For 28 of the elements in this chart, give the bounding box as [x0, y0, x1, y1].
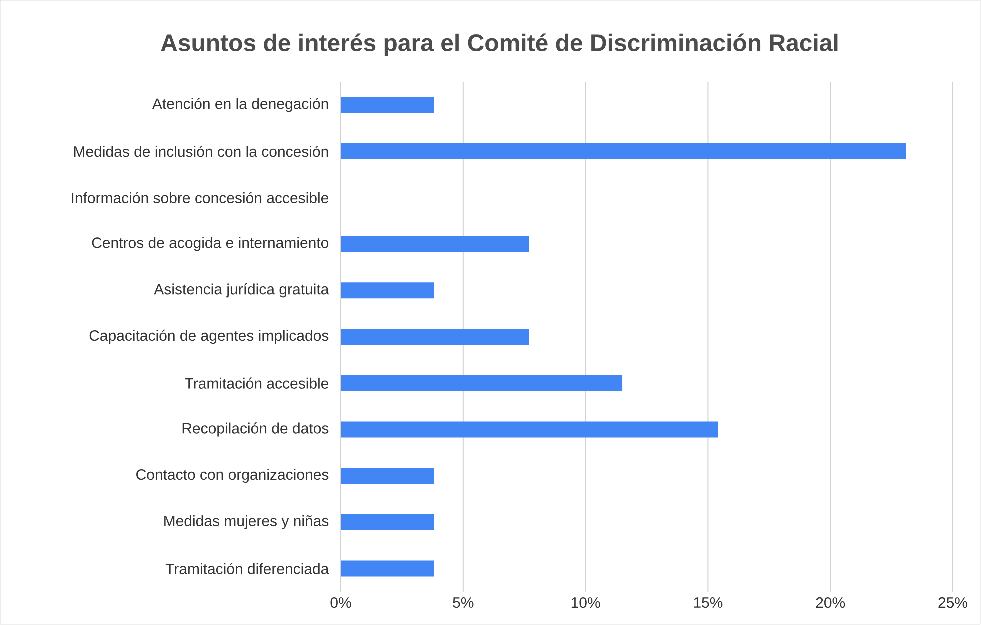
- y-tick-label: Tramitación diferenciada: [166, 563, 330, 574]
- x-tick-label: 10%: [572, 598, 600, 608]
- y-tick-label: Medidas mujeres y niñas: [164, 515, 329, 530]
- y-tick-label: Recopilación de datos: [182, 422, 329, 437]
- y-tick-label: Medidas de inclusión con la concesión: [74, 146, 328, 158]
- y-tick-label: Asistencia jurídica gratuita: [154, 284, 330, 298]
- x-tick-label: 25%: [938, 598, 968, 608]
- bar: [341, 144, 906, 160]
- x-tick-label: 5%: [453, 598, 474, 608]
- x-tick-label: 15%: [694, 598, 723, 608]
- y-tick-label: Información sobre concesión accesible: [72, 192, 329, 204]
- bar: [341, 375, 623, 392]
- bar: [341, 560, 434, 577]
- bar: [341, 97, 434, 114]
- bar: [341, 422, 718, 438]
- x-tick-label: 20%: [816, 598, 846, 608]
- x-tick-label: 0%: [330, 598, 352, 608]
- bar: [341, 282, 434, 299]
- bar: [341, 468, 434, 484]
- bar: [341, 514, 434, 530]
- bar: [341, 236, 530, 252]
- y-tick-label: Atención en la denegación: [152, 98, 328, 112]
- y-tick-label: Contacto con organizaciones: [136, 469, 329, 484]
- y-tick-label: Centros de acogida e internamiento: [92, 237, 329, 252]
- chart-title: Asuntos de interés para el Comité de Discriminación Racial: [161, 34, 838, 56]
- bar: [341, 328, 530, 345]
- y-tick-label: Capacitación de agentes implicados: [90, 330, 329, 344]
- y-tick-label: Tramitación accesible: [185, 378, 329, 389]
